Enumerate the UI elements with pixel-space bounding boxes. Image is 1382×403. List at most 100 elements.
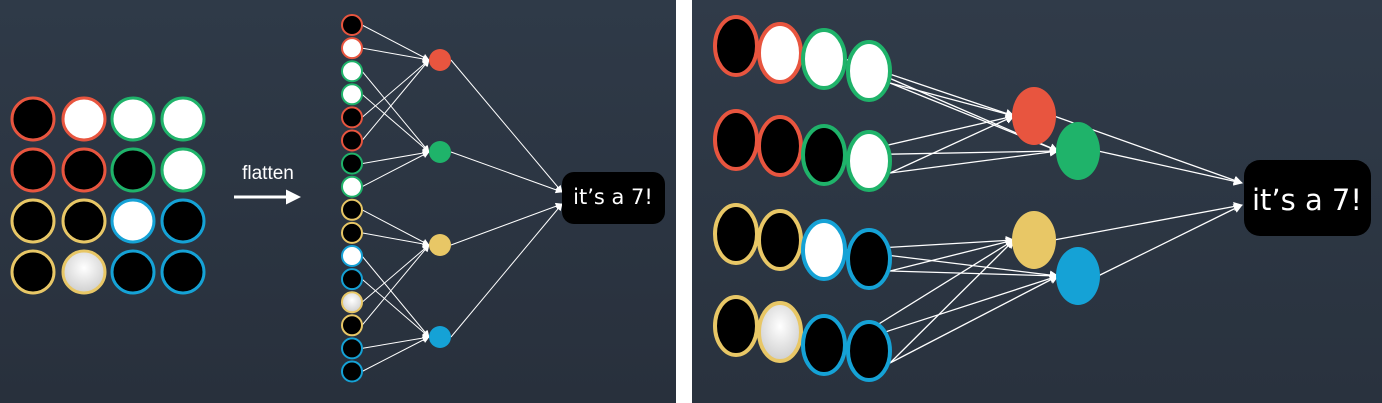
input-pixel — [757, 22, 803, 84]
hidden-node-red — [429, 49, 451, 71]
right-panel-network-diagram: it’s a 7! — [692, 0, 1382, 403]
flattened-pixel — [341, 83, 363, 106]
edge-line — [1097, 204, 1243, 277]
edge-line — [889, 270, 1059, 281]
connection-lines — [361, 24, 563, 372]
input-pixel — [713, 109, 759, 171]
grid-pixel — [160, 198, 206, 244]
edge-line — [889, 147, 1059, 174]
grid-pixel — [10, 249, 56, 295]
grid-pixel — [110, 147, 156, 193]
grid-pixel — [110, 96, 156, 142]
output-label: it’s a 7! — [573, 185, 653, 209]
edge-line — [450, 202, 563, 246]
input-pixel — [801, 314, 847, 376]
flattened-pixel — [341, 268, 363, 291]
input-pixel-rows — [713, 15, 892, 382]
edge-line — [361, 336, 430, 372]
grid-pixel — [160, 249, 206, 295]
input-pixel — [713, 295, 759, 357]
grid-pixel — [110, 249, 156, 295]
grid-pixel — [10, 198, 56, 244]
pixel-grid-2d — [10, 96, 206, 295]
edge-line — [361, 244, 430, 326]
flatten-label: flatten — [242, 163, 294, 184]
input-pixel — [757, 301, 803, 363]
edge-line — [361, 149, 430, 165]
grid-pixel — [160, 147, 206, 193]
output-label: it’s a 7! — [1252, 183, 1362, 217]
edge-line — [889, 239, 1015, 364]
grid-pixel — [160, 96, 206, 142]
edge-line — [361, 209, 430, 246]
hidden-layer-nodes — [429, 49, 451, 348]
flattened-pixel — [341, 106, 363, 129]
hidden-layer-nodes — [1012, 87, 1100, 305]
edge-line — [361, 59, 430, 118]
edge-line — [361, 255, 430, 338]
grid-pixel — [10, 147, 56, 193]
grid-pixel — [61, 147, 107, 193]
edge-line — [450, 203, 563, 338]
flattened-pixel — [341, 60, 363, 83]
edge-line — [361, 47, 430, 63]
grid-pixel — [61, 198, 107, 244]
flattened-input-column — [341, 14, 363, 383]
edge-line — [889, 275, 1059, 364]
flattened-pixel — [341, 314, 363, 337]
grid-pixel — [10, 96, 56, 142]
hidden-node-yellow — [1012, 211, 1056, 269]
input-pixel — [757, 209, 803, 271]
input-pixel — [713, 203, 759, 265]
edge-line — [889, 82, 1015, 119]
left-panel-flatten-diagram: flatten it’s a 7! — [0, 0, 676, 403]
flattened-pixel — [341, 360, 363, 383]
edge-line — [889, 115, 1015, 174]
flattened-pixel — [341, 37, 363, 60]
input-pixel — [846, 228, 892, 290]
input-pixel — [846, 40, 892, 102]
hidden-node-blue — [429, 326, 451, 348]
edge-line — [889, 237, 1015, 272]
grid-pixel — [110, 198, 156, 244]
input-pixel — [757, 115, 803, 177]
edge-line — [361, 93, 430, 153]
edge-line — [361, 232, 430, 248]
edge-line — [361, 70, 430, 153]
input-pixel — [846, 320, 892, 382]
flattened-pixel — [341, 175, 363, 198]
input-pixel — [801, 219, 847, 281]
output-box — [1244, 160, 1371, 236]
edge-line — [1053, 202, 1243, 241]
edge-line — [361, 151, 430, 188]
input-pixel — [846, 130, 892, 192]
input-pixel — [713, 15, 759, 77]
edge-line — [361, 59, 430, 141]
flattened-pixel — [341, 198, 363, 221]
flattened-pixel — [341, 245, 363, 267]
flattened-pixel — [341, 291, 363, 314]
edge-line — [361, 244, 430, 303]
flattened-pixel — [341, 152, 363, 175]
output-box — [562, 172, 665, 224]
hidden-node-green — [1056, 122, 1100, 180]
edge-line — [361, 334, 430, 349]
network-diagram-canvas: it’s a 7! — [713, 15, 1371, 382]
edge-line — [361, 278, 430, 338]
hidden-node-red — [1012, 87, 1056, 145]
hidden-node-green — [429, 141, 451, 163]
flattened-pixel — [341, 221, 363, 244]
flattened-pixel — [341, 129, 363, 152]
hidden-node-blue — [1056, 247, 1100, 305]
grid-pixel — [61, 249, 107, 295]
edge-line — [361, 24, 430, 61]
input-pixel — [801, 124, 847, 186]
flatten-diagram-canvas: flatten it’s a 7! — [10, 14, 665, 383]
flattened-pixel — [341, 337, 363, 360]
grid-pixel — [61, 96, 107, 142]
edge-line — [450, 151, 563, 194]
input-pixel — [801, 28, 847, 90]
flattened-pixel — [341, 14, 363, 36]
hidden-node-yellow — [429, 234, 451, 256]
edge-line — [1097, 150, 1243, 186]
